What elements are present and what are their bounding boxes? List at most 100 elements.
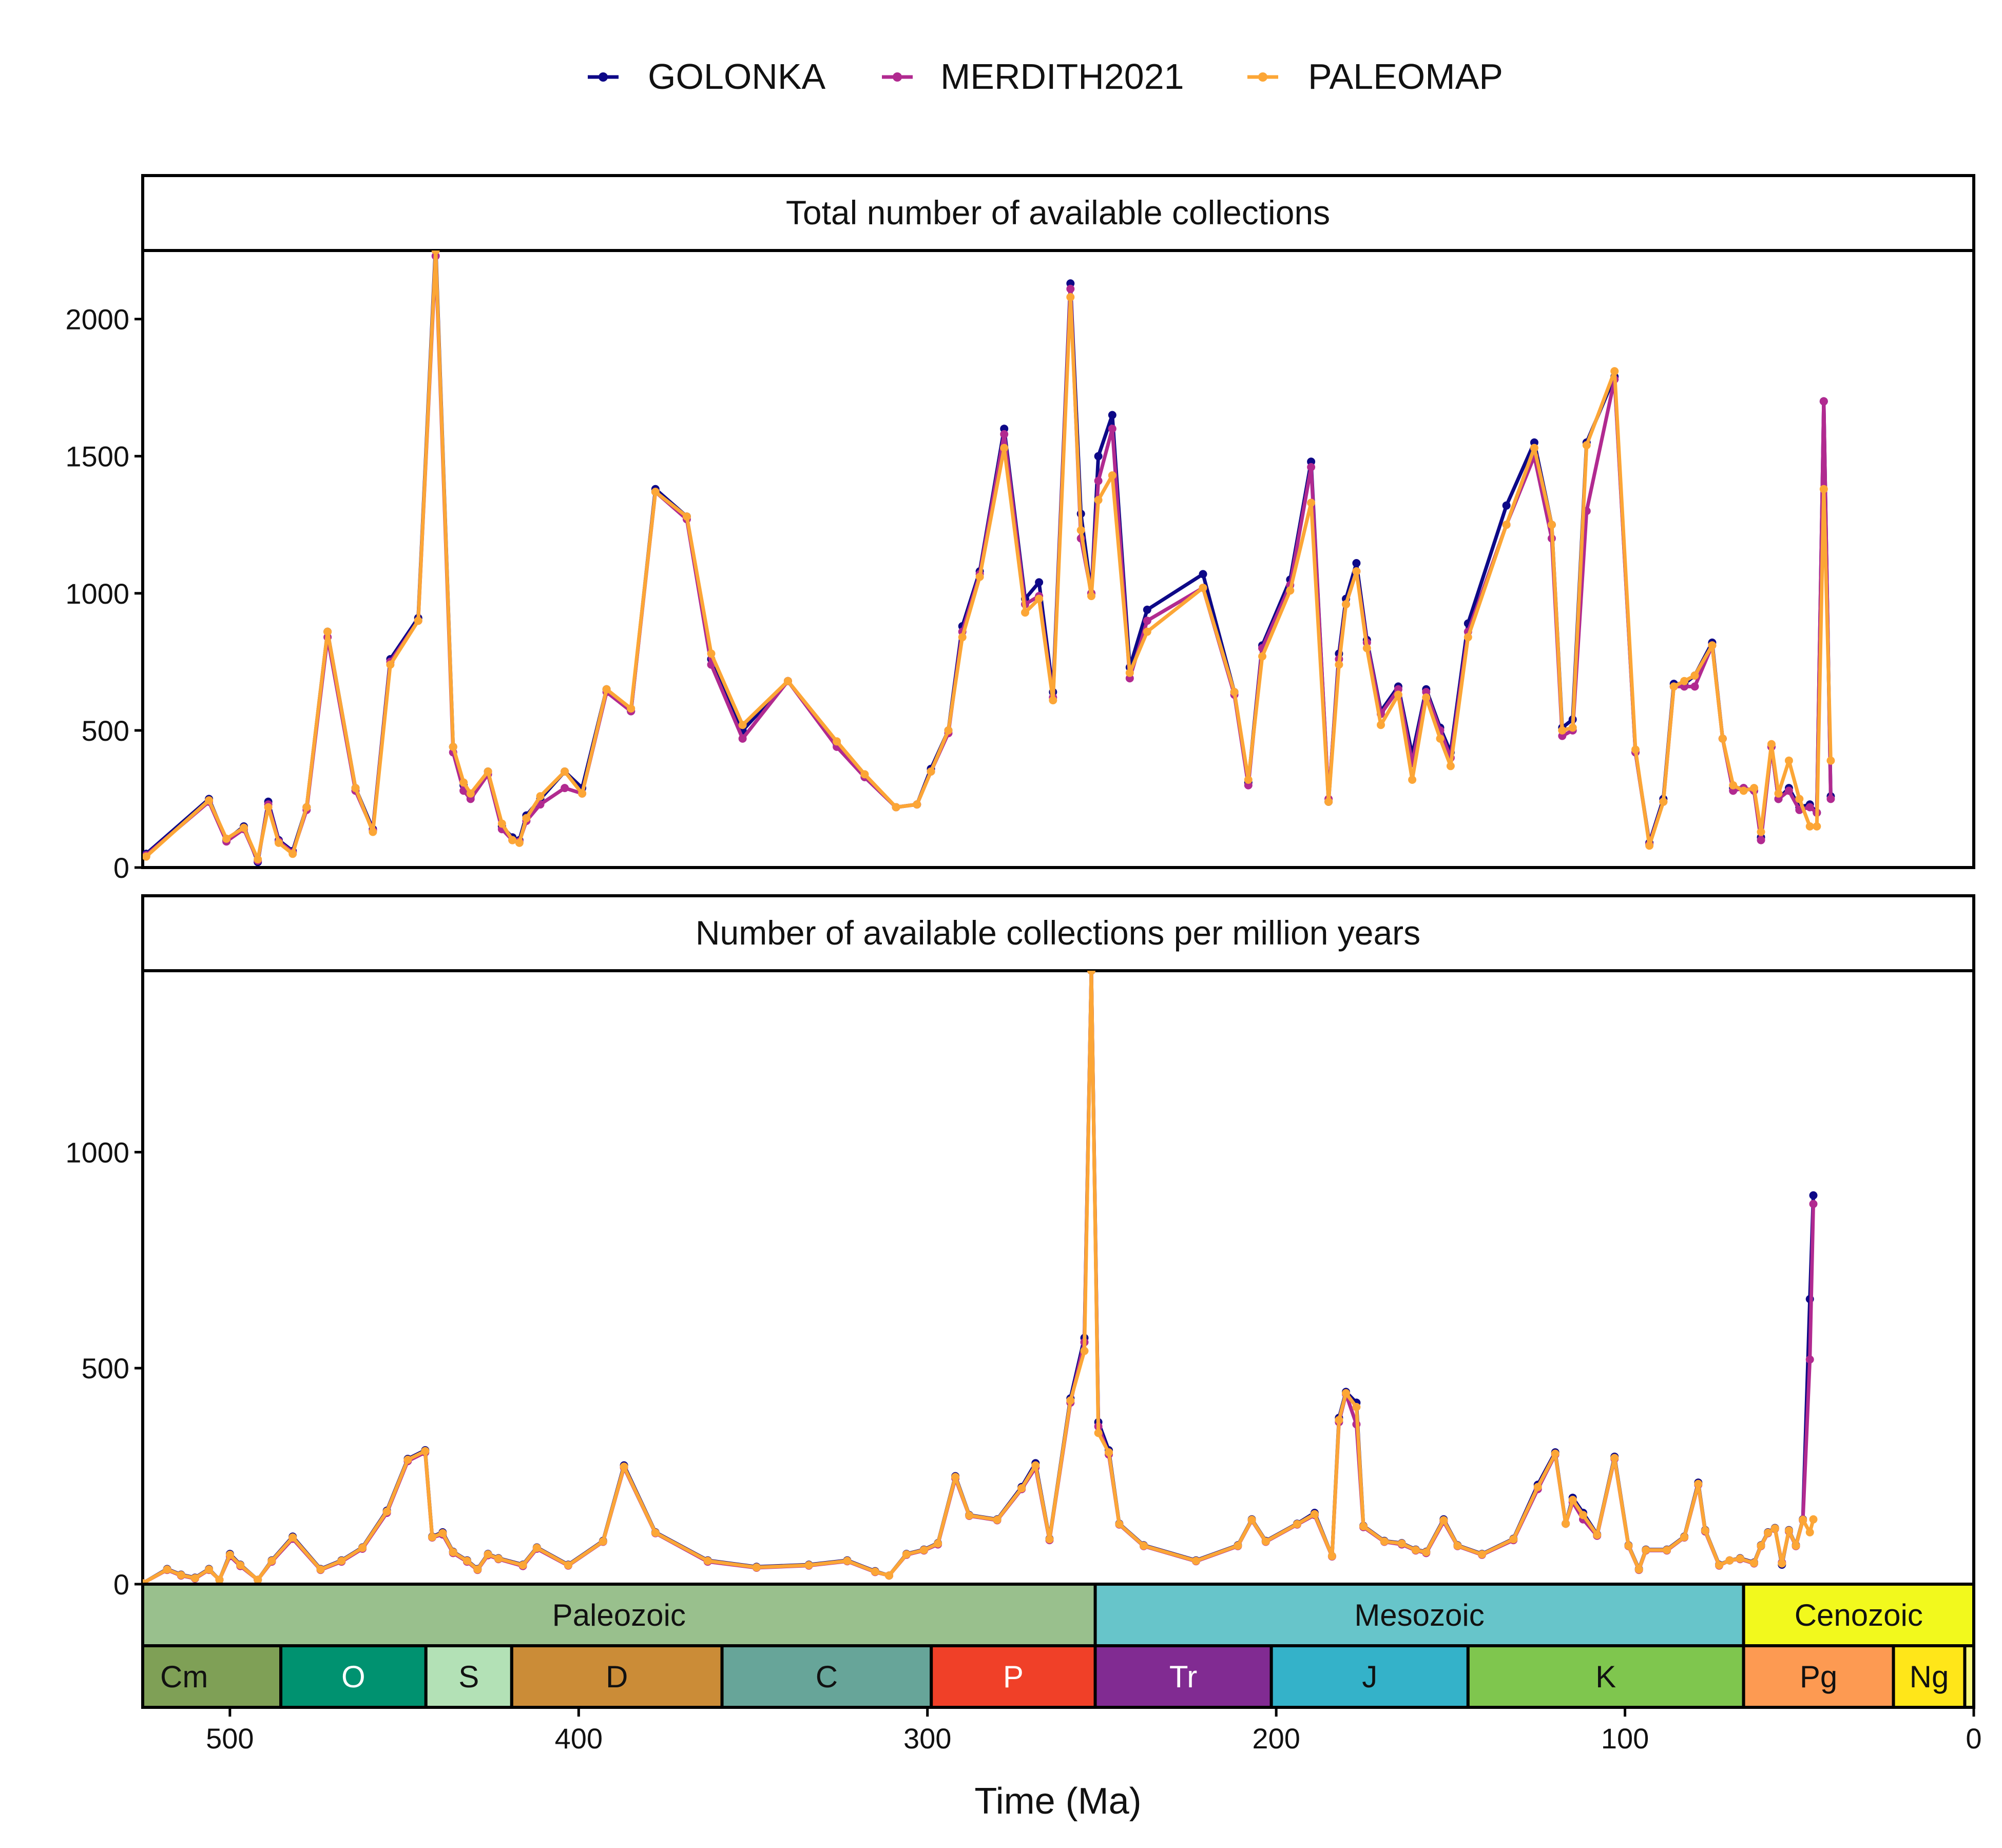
era-box-paleozoic: [141, 1583, 1097, 1647]
data-point-paleomap: [1624, 1542, 1633, 1550]
data-point-paleomap: [561, 767, 569, 776]
period-label-cm: Cm: [160, 1660, 208, 1694]
data-point-paleomap: [508, 836, 517, 844]
data-point-paleomap: [205, 1565, 214, 1574]
data-point-golonka: [1809, 1191, 1818, 1200]
period-box-pg: [1742, 1644, 1895, 1709]
data-point-merdith2021: [1805, 1355, 1814, 1364]
series-layer: [143, 251, 1835, 867]
data-point-merdith2021: [738, 734, 747, 743]
data-point-paleomap: [1324, 797, 1333, 806]
period-label-pg: Pg: [1800, 1660, 1837, 1694]
era-row: Paleozoic Mesozoic Cenozoic: [141, 1583, 1975, 1647]
data-point-paleomap: [1439, 1516, 1448, 1525]
data-point-paleomap: [1342, 1389, 1350, 1397]
data-point-paleomap: [1478, 1550, 1486, 1558]
data-point-paleomap: [1080, 1346, 1089, 1355]
data-point-paleomap: [738, 721, 747, 729]
data-point-paleomap: [1087, 971, 1095, 975]
data-point-paleomap: [1066, 1396, 1075, 1405]
data-point-paleomap: [1799, 1515, 1807, 1524]
data-point-paleomap: [254, 1575, 262, 1584]
data-point-paleomap: [892, 803, 900, 812]
data-point-paleomap: [1244, 776, 1253, 784]
period-box-s: [424, 1644, 513, 1709]
data-point-paleomap: [1610, 1454, 1619, 1462]
period-box-qt: [1963, 1644, 1975, 1709]
data-point-paleomap: [1533, 1483, 1542, 1491]
data-point-paleomap: [1310, 1510, 1319, 1518]
x-tick-label: 0: [1966, 1722, 1981, 1755]
data-point-paleomap: [222, 834, 231, 843]
y-tick-label: 500: [82, 1352, 129, 1384]
legend-label: MERDITH2021: [940, 56, 1184, 97]
data-point-paleomap: [1293, 1520, 1301, 1528]
data-point-paleomap: [1593, 1531, 1602, 1539]
data-point-paleomap: [965, 1511, 974, 1520]
data-point-paleomap: [993, 1515, 1002, 1524]
data-point-paleomap: [316, 1565, 325, 1574]
data-point-paleomap: [1568, 1495, 1577, 1504]
data-point-paleomap: [1669, 682, 1678, 691]
data-point-paleomap: [927, 767, 935, 776]
data-point-paleomap: [1397, 1539, 1406, 1548]
data-point-paleomap: [205, 796, 214, 805]
data-point-paleomap: [934, 1539, 942, 1548]
data-point-paleomap: [1813, 822, 1821, 831]
data-point-paleomap: [358, 1544, 367, 1552]
legend-swatch-point: [893, 72, 902, 82]
x-tick-label: 500: [206, 1722, 254, 1755]
data-point-golonka: [1502, 501, 1511, 510]
data-point-paleomap: [190, 1574, 199, 1583]
data-point-merdith2021: [1066, 284, 1075, 293]
data-point-paleomap: [1690, 671, 1699, 680]
data-point-paleomap: [497, 819, 506, 828]
data-point-paleomap: [707, 649, 716, 658]
data-point-paleomap: [1547, 521, 1556, 529]
panel-collections-per-myr: Number of available collections per mill…: [65, 894, 1975, 1601]
x-axis-title: Time (Ma): [974, 1781, 1141, 1822]
data-point-paleomap: [1708, 641, 1717, 650]
period-box-p: [930, 1644, 1097, 1709]
data-point-paleomap: [254, 855, 262, 863]
data-point-paleomap: [1770, 1524, 1779, 1533]
data-point-merdith2021: [1000, 430, 1009, 438]
legend-swatch-point: [1258, 72, 1267, 82]
period-label-k: K: [1595, 1660, 1616, 1694]
data-point-paleomap: [1094, 496, 1103, 505]
data-point-paleomap: [302, 803, 311, 812]
data-point-paleomap: [1191, 1556, 1200, 1565]
data-point-paleomap: [522, 814, 531, 822]
data-point-paleomap: [871, 1567, 879, 1576]
data-point-paleomap: [1642, 1546, 1650, 1554]
period-label-s: S: [458, 1660, 479, 1694]
data-point-paleomap: [215, 1575, 224, 1584]
data-point-paleomap: [944, 726, 953, 735]
data-point-paleomap: [1757, 827, 1765, 836]
period-label-tr: Tr: [1169, 1660, 1197, 1694]
x-axis: 500 400 300 200 100 0: [206, 1707, 1982, 1755]
panel-title: Number of available collections per mill…: [696, 914, 1420, 952]
era-label-paleozoic: Paleozoic: [552, 1598, 686, 1632]
data-point-paleomap: [804, 1561, 813, 1569]
period-box-k: [1466, 1644, 1745, 1709]
data-point-paleomap: [484, 1550, 492, 1558]
data-point-golonka: [1352, 559, 1361, 567]
data-point-merdith2021: [1307, 463, 1316, 471]
x-tick-label: 100: [1601, 1722, 1649, 1755]
data-point-golonka: [1199, 570, 1207, 579]
data-point-paleomap: [1021, 608, 1029, 617]
data-point-paleomap: [1701, 1526, 1709, 1535]
data-point-paleomap: [620, 1462, 628, 1471]
data-point-paleomap: [1757, 1542, 1765, 1550]
y-tick-label: 2000: [65, 303, 129, 336]
data-point-paleomap: [323, 627, 332, 636]
data-point-paleomap: [1422, 1548, 1431, 1556]
data-point-golonka: [1143, 605, 1151, 614]
y-axis: 0 500 1000: [65, 1136, 143, 1601]
data-point-paleomap: [1792, 1542, 1800, 1550]
data-point-paleomap: [177, 1571, 185, 1580]
data-point-paleomap: [1767, 740, 1776, 748]
data-point-paleomap: [484, 767, 492, 776]
data-point-merdith2021: [561, 784, 569, 793]
